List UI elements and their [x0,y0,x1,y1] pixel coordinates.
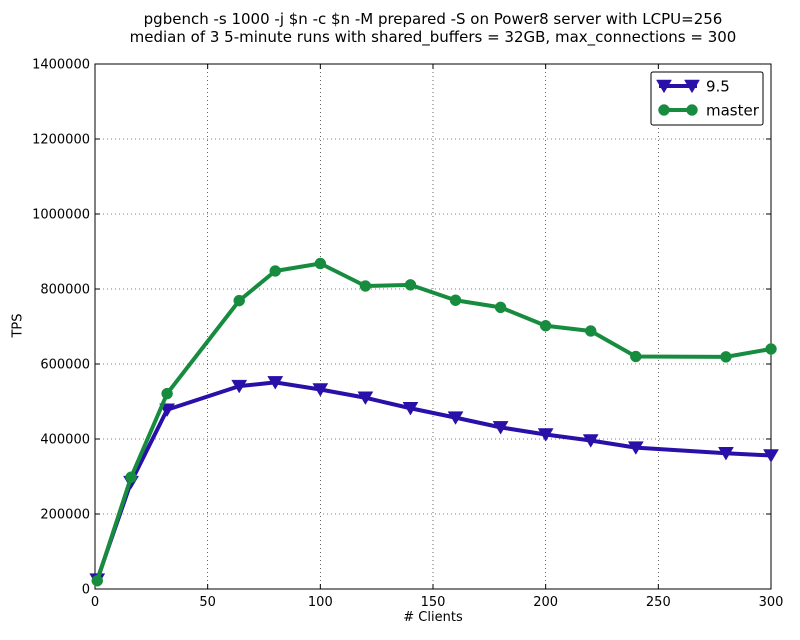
data-point-circle [449,294,462,306]
x-axis-label: # Clients [403,610,463,625]
data-point-circle [404,279,417,291]
data-point-triangle [763,449,779,463]
x-tick-label: 250 [646,595,671,610]
data-point-triangle [312,383,329,397]
data-point-triangle [447,411,464,425]
data-point-triangle [717,447,734,461]
data-point-circle [539,320,552,332]
series-layer [89,257,779,587]
y-tick-label: 200000 [40,508,90,523]
y-tick-label: 600000 [40,358,90,373]
y-tick-label: 800000 [40,283,90,298]
plot-frame [94,63,772,590]
x-tick-label: 150 [421,595,446,610]
data-point-triangle [582,434,599,448]
x-tick-label: 200 [533,595,558,610]
series-line [95,261,772,582]
data-point-circle [314,257,327,270]
data-point-triangle [656,79,672,94]
legend: 9.5 master [650,71,764,126]
y-tick-label: 1200000 [32,133,90,148]
data-point-circle [494,301,507,314]
y-tick-label: 0 [82,583,90,598]
series-9-5 [89,376,779,587]
legend-label: master [706,102,760,120]
data-point-triangle [357,391,374,405]
y-tick-label: 1000000 [32,208,90,223]
series-line [95,380,772,581]
data-point-triangle [537,428,554,442]
data-point-triangle [627,441,644,455]
data-point-circle [765,343,777,355]
data-point-triangle [231,379,248,394]
y-tick-label: 1400000 [32,58,90,73]
data-point-circle [269,265,282,277]
chart-title-line-1: pgbench -s 1000 -j $n -c $n -M prepared … [143,10,723,28]
x-tick-label: 50 [199,595,216,610]
y-tick-label: 400000 [40,433,90,448]
y-axis-label: TPS [10,313,26,338]
data-point-triangle [492,421,509,435]
data-point-circle [658,104,670,116]
data-point-circle [686,104,698,116]
chart-title-line-2: median of 3 5-minute runs with shared_bu… [129,28,737,46]
data-point-circle [233,294,245,307]
data-point-triangle [267,376,284,390]
data-point-circle [584,325,597,337]
series-master [91,257,777,587]
data-point-triangle [684,79,700,94]
data-point-circle [630,350,642,363]
x-tick-label: 300 [759,595,784,610]
x-tick-label: 100 [308,595,333,610]
data-point-circle [125,471,137,483]
grid-layer [95,64,771,589]
data-point-circle [720,351,732,363]
legend-label: 9.5 [706,78,730,96]
data-point-circle [91,575,104,587]
data-point-triangle [402,402,419,416]
data-point-circle [161,387,173,400]
axes-layer: 0 50 100 150 200 250 300 0 200000 400000 600000 800… [32,58,783,611]
x-tick-label: 0 [91,595,99,610]
data-point-circle [359,280,372,292]
